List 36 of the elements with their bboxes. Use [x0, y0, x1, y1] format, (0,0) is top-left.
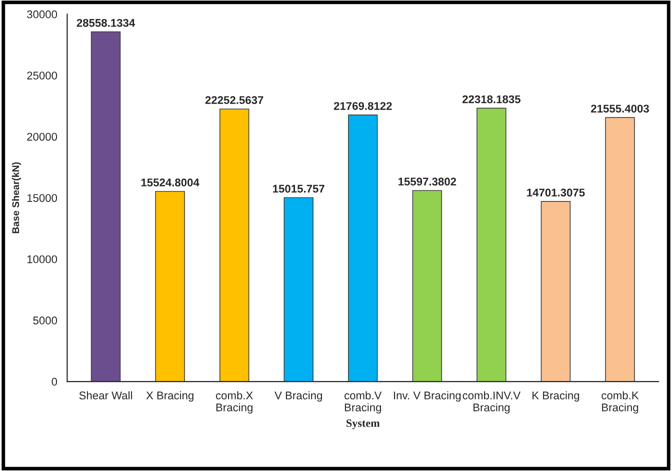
- data-label: 15524.8004: [141, 178, 200, 186]
- bar: [155, 190, 185, 382]
- data-label: 21555.4003: [591, 104, 649, 113]
- bar: [412, 190, 442, 382]
- bar: [540, 201, 571, 382]
- data-label: 28558.1334: [76, 18, 136, 27]
- x-tick-label: Inv. V Bracing: [394, 391, 461, 402]
- y-tick-label: 5000: [33, 316, 58, 324]
- x-tick-label: Shear Wall: [79, 391, 132, 400]
- bar: [284, 197, 314, 382]
- y-tick-label: 10000: [27, 255, 58, 264]
- data-label: 15015.757: [273, 184, 324, 193]
- x-tick-label: comb.K Bracing: [602, 391, 639, 414]
- data-label: 15597.3802: [398, 178, 456, 186]
- y-tick-label: 25000: [27, 72, 58, 80]
- bar: [348, 114, 378, 382]
- bar: [90, 31, 121, 382]
- data-label: 22252.5637: [205, 96, 264, 104]
- data-label: 21769.8122: [334, 102, 392, 110]
- data-label: 22318.1835: [462, 95, 520, 104]
- y-tick-label: 15000: [27, 194, 58, 202]
- x-tick-label: comb.X Bracing: [216, 391, 253, 414]
- y-tick-label: 20000: [27, 132, 58, 141]
- bar: [219, 108, 250, 382]
- y-axis-title: Base Shear(kN): [12, 162, 22, 234]
- y-tick-label: 0: [52, 378, 58, 386]
- x-axis-title: System: [346, 419, 380, 430]
- x-tick-label: V Bracing: [274, 391, 322, 402]
- x-tick-label: K Bracing: [532, 391, 580, 402]
- x-tick-label: comb.INV.V Bracing: [462, 391, 521, 414]
- x-tick-label: comb.V Bracing: [344, 391, 382, 414]
- y-tick-label: 30000: [27, 10, 58, 18]
- x-tick-label: X Bracing: [146, 391, 194, 402]
- data-label: 14701.3075: [527, 188, 585, 197]
- bar: [605, 117, 635, 382]
- bar: [476, 108, 506, 382]
